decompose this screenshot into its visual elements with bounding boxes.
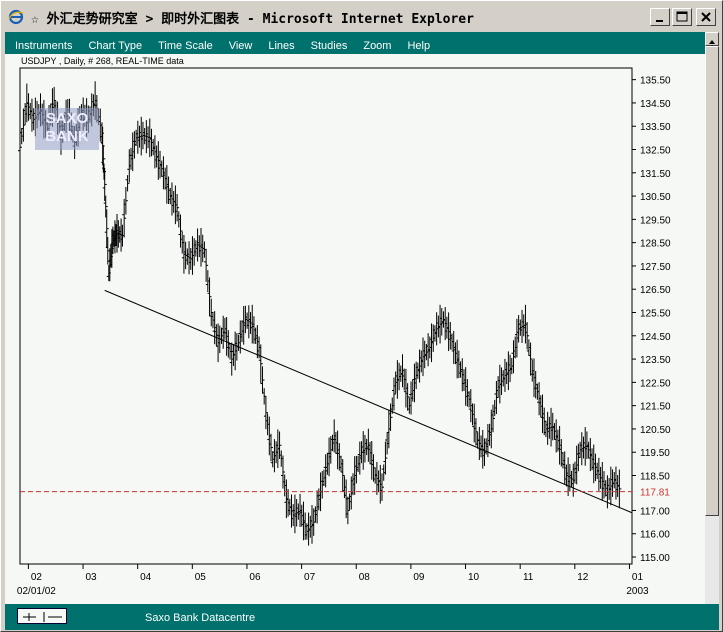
- y-tick-label: 117.00: [640, 506, 670, 517]
- y-tick-label: 134.50: [640, 99, 671, 110]
- window-controls: [650, 8, 716, 26]
- minimize-button[interactable]: [650, 8, 670, 26]
- y-tick-label: 135.50: [640, 76, 671, 87]
- y-tick-label: 130.50: [640, 192, 671, 203]
- x-tick-label: 01: [632, 572, 644, 583]
- x-tick-label: 11: [523, 572, 534, 583]
- close-button[interactable]: [696, 8, 716, 26]
- vertical-scrollbar[interactable]: [705, 32, 719, 604]
- x-sublabel: 2003: [626, 586, 649, 597]
- y-tick-label: 120.50: [640, 425, 671, 436]
- window-title: ☆ 外汇走势研究室 > 即时外汇图表 - Microsoft Internet …: [31, 11, 474, 27]
- y-tick-label: 124.50: [640, 332, 671, 343]
- trend-line: [104, 289, 633, 514]
- menu-chart-type[interactable]: Chart Type: [88, 40, 143, 52]
- x-tick-label: 09: [413, 572, 425, 583]
- chart-panel[interactable]: USDJPY , Daily, # 268, REAL-TIME data 13…: [5, 54, 705, 604]
- x-tick-label: 06: [249, 572, 261, 583]
- x-tick-label: 08: [359, 572, 371, 583]
- y-tick-label: 118.50: [640, 472, 670, 483]
- y-tick-label: 125.50: [640, 309, 671, 320]
- y-tick-label: 127.50: [640, 262, 671, 273]
- y-tick-label: 123.50: [640, 355, 671, 366]
- x-tick-label: 05: [195, 572, 207, 583]
- bottom-toolbar: Saxo Bank Datacentre: [5, 604, 719, 630]
- x-sublabel: 02/01/02: [17, 586, 56, 597]
- y-tick-label: 116.00: [640, 530, 670, 541]
- x-tick-label: 10: [468, 572, 480, 583]
- drawing-tool-strip[interactable]: [17, 608, 67, 624]
- saxo-bank-logo: SAXO BANK: [35, 108, 99, 150]
- logo-line-2: BANK: [45, 128, 89, 145]
- y-tick-label: 131.50: [640, 169, 671, 180]
- ie-icon[interactable]: [7, 8, 25, 26]
- maximize-button[interactable]: [672, 8, 692, 26]
- plot-frame: [19, 67, 633, 565]
- x-tick-label: 04: [140, 572, 152, 583]
- y-tick-label: 122.50: [640, 378, 671, 389]
- x-tick-label: 12: [577, 572, 589, 583]
- menu-instruments[interactable]: Instruments: [15, 40, 73, 52]
- menu-view[interactable]: View: [228, 40, 253, 52]
- menu-help[interactable]: Help: [407, 40, 431, 52]
- status-text: Saxo Bank Datacentre: [145, 612, 256, 624]
- scroll-up-button[interactable]: [705, 32, 719, 46]
- scroll-thumb[interactable]: [705, 46, 719, 516]
- x-tick-label: 07: [304, 572, 316, 583]
- y-tick-label: 132.50: [640, 146, 671, 157]
- x-tick-label: 03: [85, 572, 97, 583]
- y-tick-label: 115.00: [640, 553, 670, 564]
- y-tick-label: 126.50: [640, 285, 671, 296]
- current-price-label: 117.81: [640, 488, 670, 499]
- chart-application: Instruments Chart Type Time Scale View L…: [5, 32, 719, 630]
- y-tick-label: 129.50: [640, 215, 671, 226]
- price-chart[interactable]: 135.50 134.50 133.50 132.50 131.50 130.50 129.…: [5, 54, 705, 604]
- menu-zoom[interactable]: Zoom: [363, 40, 392, 52]
- menu-time-scale[interactable]: Time Scale: [158, 40, 213, 52]
- chart-info-label: USDJPY , Daily, # 268, REAL-TIME data: [21, 56, 184, 66]
- y-tick-label: 128.50: [640, 239, 671, 250]
- y-tick-label: 121.50: [640, 402, 671, 413]
- y-tick-label: 133.50: [640, 122, 671, 133]
- menu-studies[interactable]: Studies: [310, 40, 348, 52]
- menu-bar: Instruments Chart Type Time Scale View L…: [5, 32, 705, 54]
- x-tick-label: 02: [31, 572, 43, 583]
- y-tick-label: 119.50: [640, 448, 670, 459]
- menu-lines[interactable]: Lines: [268, 40, 295, 52]
- title-bar: ☆ 外汇走势研究室 > 即时外汇图表 - Microsoft Internet …: [3, 3, 720, 31]
- logo-line-1: SAXO: [45, 110, 89, 127]
